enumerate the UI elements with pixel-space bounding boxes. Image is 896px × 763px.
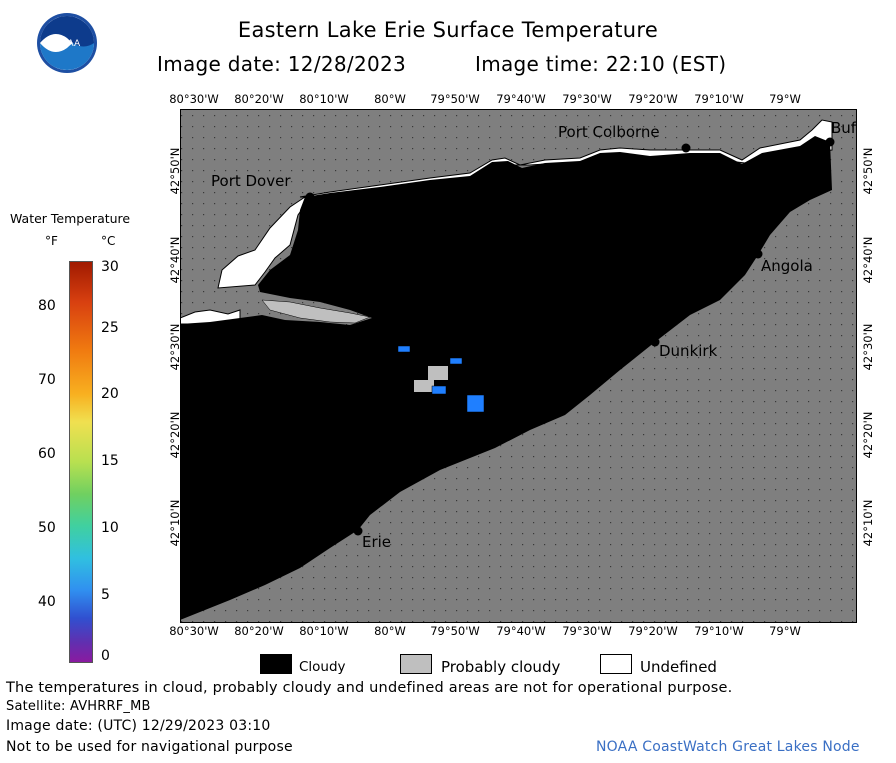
city-marker-port-dover xyxy=(305,192,315,202)
legend-label-cloudy: Cloudy xyxy=(299,659,346,675)
scale-tick-f: 80 xyxy=(38,298,56,314)
lon-label-bottom: 79°W xyxy=(769,624,801,638)
place-label-port-colborne: Port Colborne xyxy=(558,123,660,141)
water-temp-pixel xyxy=(449,357,463,365)
scale-tick-c: 25 xyxy=(101,320,119,336)
lat-label-right: 42°20'N xyxy=(861,411,875,459)
credit-text: NOAA CoastWatch Great Lakes Node xyxy=(596,739,860,755)
water-temp-pixel xyxy=(431,385,447,395)
legend-swatch-probably-cloudy xyxy=(400,654,432,674)
city-marker-dunkirk xyxy=(650,337,660,347)
lon-label-top: 79°W xyxy=(769,92,801,106)
lon-label-top: 79°50'W xyxy=(430,92,480,106)
scale-tick-c: 10 xyxy=(101,520,119,536)
satellite-text: Satellite: AVHRRF_MB xyxy=(6,699,151,714)
lat-label-right: 42°50'N xyxy=(861,147,875,195)
lon-label-top: 80°10'W xyxy=(299,92,349,106)
lon-label-bottom: 80°W xyxy=(374,624,406,638)
lat-label-right: 42°10'N xyxy=(861,499,875,547)
scale-tick-f: 50 xyxy=(38,520,56,536)
logo-text: NOAA xyxy=(54,39,81,49)
scale-tick-c: 30 xyxy=(101,259,119,275)
scale-tick-f: 40 xyxy=(38,594,56,610)
lon-label-bottom: 80°30'W xyxy=(169,624,219,638)
lon-label-bottom: 79°20'W xyxy=(628,624,678,638)
image-time: Image time: 22:10 (EST) xyxy=(475,52,727,76)
lon-label-bottom: 79°10'W xyxy=(694,624,744,638)
place-label-port-dover: Port Dover xyxy=(211,172,291,190)
legend-swatch-undefined xyxy=(600,654,632,674)
page-title: Eastern Lake Erie Surface Temperature xyxy=(237,18,659,42)
lake-map xyxy=(180,109,857,623)
lat-label-right: 42°40'N xyxy=(861,236,875,284)
place-label-erie: Erie xyxy=(362,533,392,551)
probably-cloudy-area xyxy=(414,380,434,392)
scale-tick-c: 15 xyxy=(101,453,119,469)
lon-label-bottom: 80°10'W xyxy=(299,624,349,638)
scale-title: Water Temperature xyxy=(10,211,131,226)
lon-label-top: 80°30'W xyxy=(169,92,219,106)
utc-date-text: Image date: (UTC) 12/29/2023 03:10 xyxy=(6,718,271,734)
image-date: Image date: 12/28/2023 xyxy=(157,52,407,76)
place-label-dunkirk: Dunkirk xyxy=(659,342,718,360)
disclaimer-text: The temperatures in cloud, probably clou… xyxy=(6,680,733,696)
probably-cloudy-area xyxy=(261,299,371,324)
lon-label-top: 79°20'W xyxy=(628,92,678,106)
probably-cloudy-area xyxy=(428,366,448,380)
legend-label-undefined: Undefined xyxy=(640,658,717,676)
scale-unit-c: °C xyxy=(101,234,116,248)
lon-label-bottom: 80°20'W xyxy=(234,624,284,638)
legend-label-probably-cloudy: Probably cloudy xyxy=(441,658,561,676)
water-temp-pixel xyxy=(397,345,411,353)
water-temp-pixel xyxy=(466,394,485,413)
scale-tick-c: 0 xyxy=(101,648,110,664)
city-marker-buffalo xyxy=(825,137,835,147)
lon-label-top: 80°20'W xyxy=(234,92,284,106)
place-label-buffalo: Buf xyxy=(831,119,857,137)
navigation-warning: Not to be used for navigational purpose xyxy=(6,739,293,755)
lat-label-right: 42°30'N xyxy=(861,323,875,371)
lon-label-bottom: 79°40'W xyxy=(496,624,546,638)
cloudy-area xyxy=(180,136,832,620)
lon-label-top: 79°10'W xyxy=(694,92,744,106)
scale-unit-f: °F xyxy=(45,234,58,248)
undefined-area xyxy=(299,119,833,198)
city-marker-port-colborne xyxy=(681,143,691,153)
city-marker-erie xyxy=(353,526,363,536)
lon-label-top: 79°40'W xyxy=(496,92,546,106)
scale-tick-c: 5 xyxy=(101,587,110,603)
scale-tick-c: 20 xyxy=(101,386,119,402)
lon-label-bottom: 79°50'W xyxy=(430,624,480,638)
legend-swatch-cloudy xyxy=(260,654,292,674)
city-marker-angola xyxy=(753,249,763,259)
place-label-angola: Angola xyxy=(761,257,813,275)
scale-tick-f: 60 xyxy=(38,446,56,462)
lon-label-bottom: 79°30'W xyxy=(562,624,612,638)
noaa-logo: NOAA xyxy=(36,12,98,74)
temperature-color-bar xyxy=(69,261,93,663)
scale-tick-f: 70 xyxy=(38,372,56,388)
lon-label-top: 80°W xyxy=(374,92,406,106)
lon-label-top: 79°30'W xyxy=(562,92,612,106)
